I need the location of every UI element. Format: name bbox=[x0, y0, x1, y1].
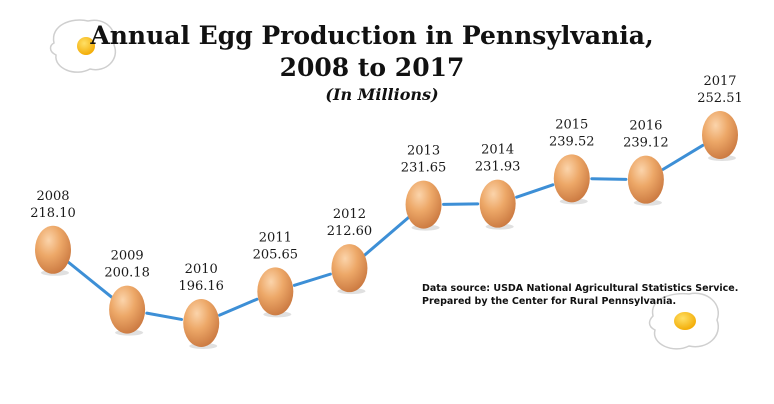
year-label: 2008 bbox=[36, 189, 69, 204]
egg-icon bbox=[35, 225, 71, 276]
year-label: 2009 bbox=[111, 249, 144, 264]
year-label: 2016 bbox=[629, 119, 662, 134]
egg-icon bbox=[479, 179, 516, 230]
egg-icon bbox=[109, 285, 146, 336]
value-label: 231.65 bbox=[401, 161, 447, 176]
chart-subtitle: (In Millions) bbox=[325, 85, 438, 104]
egg-icon bbox=[331, 244, 368, 295]
series-line-segment bbox=[590, 177, 628, 181]
year-label: 2015 bbox=[555, 117, 588, 132]
series-line-segment bbox=[515, 183, 555, 199]
year-label: 2013 bbox=[407, 144, 440, 159]
series-line-segment bbox=[661, 143, 705, 171]
value-label: 196.16 bbox=[178, 279, 224, 294]
egg-icon bbox=[627, 155, 664, 206]
series-line-segment bbox=[363, 216, 410, 257]
year-label: 2012 bbox=[333, 207, 366, 222]
year-label: 2017 bbox=[703, 74, 736, 89]
value-label: 252.51 bbox=[697, 91, 743, 106]
year-label: 2014 bbox=[481, 143, 514, 158]
series-line-segment bbox=[145, 311, 184, 321]
source-note-line2: Prepared by the Center for Rural Pennsyl… bbox=[422, 296, 676, 307]
egg-icon bbox=[553, 154, 590, 205]
fried-egg-icon bbox=[648, 292, 720, 350]
series-line-segment bbox=[292, 272, 332, 287]
value-label: 239.52 bbox=[549, 134, 595, 149]
value-label: 239.12 bbox=[623, 136, 669, 151]
fried-egg-icon bbox=[49, 19, 117, 73]
chart-title-line1: Annual Egg Production in Pennsylvania, bbox=[89, 21, 653, 50]
value-label: 212.60 bbox=[327, 224, 373, 239]
value-label: 200.18 bbox=[104, 266, 150, 281]
series-line-segment bbox=[67, 260, 114, 299]
egg-icon bbox=[702, 111, 738, 161]
chart-title-line2: 2008 to 2017 bbox=[280, 53, 465, 82]
value-label: 231.93 bbox=[475, 160, 521, 175]
series-line-segment bbox=[218, 297, 259, 317]
egg-icon bbox=[183, 299, 220, 349]
egg-icon bbox=[405, 180, 442, 231]
value-label: 205.65 bbox=[253, 247, 299, 262]
year-label: 2010 bbox=[185, 262, 218, 277]
year-label: 2011 bbox=[259, 230, 292, 245]
egg-icon bbox=[257, 267, 294, 318]
value-label: 218.10 bbox=[30, 206, 76, 221]
source-note-line1: Data source: USDA National Agricultural … bbox=[422, 283, 738, 294]
